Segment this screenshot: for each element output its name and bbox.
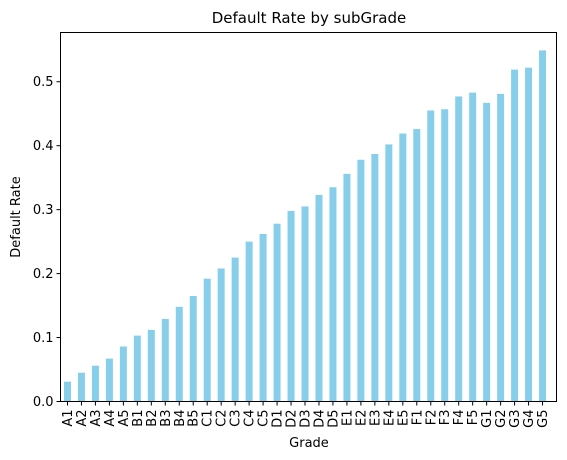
bar-A4 [105, 358, 113, 402]
bar-E4 [385, 144, 393, 402]
x-tick-label-F3: F3 [438, 410, 453, 426]
x-tick-label-C4: C4 [243, 410, 258, 427]
y-axis-label: Default Rate [9, 176, 24, 257]
bar-A1 [63, 381, 71, 402]
bar-F2 [427, 110, 435, 402]
bar-C3 [231, 257, 239, 402]
bars-group [63, 50, 547, 402]
bar-G1 [483, 102, 491, 402]
bar-A3 [91, 365, 99, 402]
bar-G3 [511, 69, 519, 402]
x-tick-label-A5: A5 [117, 410, 132, 427]
x-tick-label-F4: F4 [452, 410, 467, 426]
x-tick-label-D2: D2 [285, 410, 300, 428]
x-tick-label-D4: D4 [312, 410, 327, 428]
x-axis: A1A2A3A4A5B1B2B3B4B5C1C2C3C4C5D1D2D3D4D5… [61, 401, 551, 428]
x-tick-label-F5: F5 [466, 410, 481, 426]
bar-E2 [357, 159, 365, 402]
x-tick-label-B3: B3 [159, 410, 174, 427]
bar-G4 [525, 67, 533, 402]
x-tick-label-D5: D5 [326, 410, 341, 428]
x-tick-label-D1: D1 [271, 410, 286, 428]
bar-A5 [119, 346, 127, 402]
x-tick-label-G1: G1 [480, 410, 495, 428]
bar-G2 [497, 93, 505, 402]
bar-E3 [371, 154, 379, 402]
y-tick-label-5: 0.5 [33, 75, 54, 90]
x-tick-label-A4: A4 [103, 410, 118, 427]
bar-F3 [441, 109, 449, 402]
bar-B3 [161, 319, 169, 402]
chart-title: Default Rate by subGrade [212, 9, 406, 27]
x-tick-label-F2: F2 [424, 410, 439, 426]
x-tick-label-B4: B4 [173, 410, 188, 427]
x-tick-label-E1: E1 [340, 410, 355, 427]
bar-B5 [189, 295, 197, 402]
x-tick-label-B5: B5 [187, 410, 202, 427]
bar-F5 [469, 92, 477, 402]
x-tick-label-D3: D3 [299, 410, 314, 428]
bar-A2 [77, 372, 85, 402]
x-tick-label-C5: C5 [257, 410, 272, 427]
x-tick-label-C3: C3 [229, 410, 244, 427]
bar-D4 [315, 194, 323, 402]
x-tick-label-G2: G2 [494, 410, 509, 428]
x-tick-label-E3: E3 [368, 410, 383, 427]
x-tick-label-B1: B1 [131, 410, 146, 427]
x-tick-label-E5: E5 [396, 410, 411, 427]
plot-frame [60, 32, 557, 402]
y-tick-label-1: 0.1 [33, 331, 54, 346]
bar-B4 [175, 306, 183, 402]
x-tick-label-F1: F1 [410, 410, 425, 426]
bar-F1 [413, 129, 421, 402]
x-axis-label: Grade [289, 436, 329, 451]
bar-C5 [259, 233, 267, 402]
bar-D1 [273, 223, 281, 402]
bar-F4 [455, 96, 463, 402]
x-tick-label-E4: E4 [382, 410, 397, 427]
bar-C2 [217, 268, 225, 402]
x-tick-label-G3: G3 [508, 410, 523, 428]
x-tick-label-B2: B2 [145, 410, 160, 427]
bar-E1 [343, 173, 351, 402]
x-tick-label-C2: C2 [215, 410, 230, 427]
bar-C1 [203, 278, 211, 402]
x-tick-label-G5: G5 [536, 410, 551, 428]
bar-D5 [329, 187, 337, 402]
bar-D3 [301, 206, 309, 402]
x-tick-label-A3: A3 [89, 410, 104, 427]
y-tick-label-4: 0.4 [33, 139, 54, 154]
bar-G5 [539, 50, 547, 402]
bar-E5 [399, 133, 407, 402]
bar-B1 [133, 335, 141, 402]
x-tick-label-G4: G4 [522, 410, 537, 428]
y-tick-label-0: 0.0 [33, 395, 54, 410]
y-tick-label-2: 0.2 [33, 267, 54, 282]
y-tick-label-3: 0.3 [33, 203, 54, 218]
x-tick-label-A1: A1 [61, 410, 76, 427]
bar-C4 [245, 241, 253, 402]
bar-B2 [147, 329, 155, 402]
y-axis: 0.0 0.1 0.2 0.3 0.4 0.5 [33, 75, 61, 410]
x-tick-label-E2: E2 [354, 410, 369, 427]
bar-D2 [287, 210, 295, 402]
x-tick-label-C1: C1 [201, 410, 216, 427]
x-tick-label-A2: A2 [75, 410, 90, 427]
